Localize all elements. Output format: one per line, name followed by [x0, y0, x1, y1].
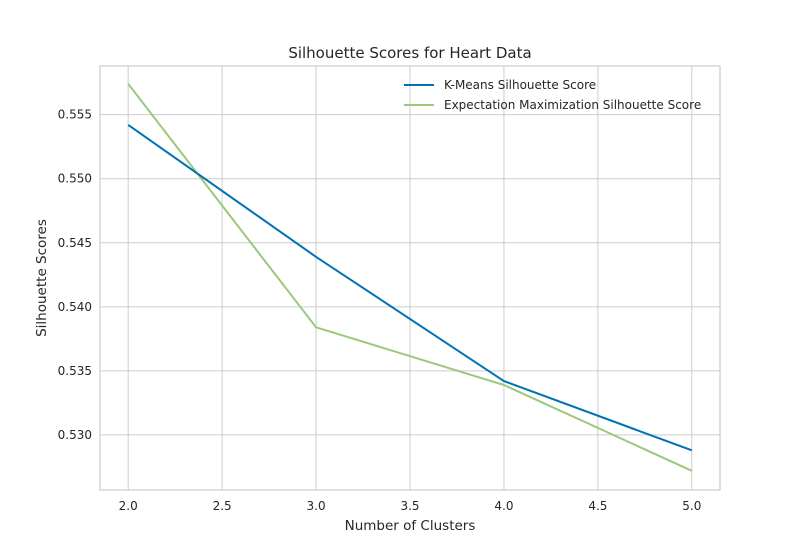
series-lines — [127, 83, 693, 472]
x-tick-label: 3.0 — [307, 499, 326, 513]
x-tick-label: 2.0 — [119, 499, 138, 513]
legend-label-0: K-Means Silhouette Score — [444, 78, 596, 92]
tick-labels: 2.0 2.5 3.0 3.5 4.0 4.5 5.0 0.530 0.535 0.540 0.54… — [58, 108, 702, 513]
chart-title: Silhouette Scores for Heart Data — [288, 44, 531, 62]
y-axis-label: Silhouette Scores — [34, 219, 50, 337]
series-line-1 — [127, 83, 693, 472]
x-tick-label: 5.0 — [682, 499, 701, 513]
y-tick-label: 0.530 — [58, 428, 92, 442]
y-tick-label: 0.550 — [58, 172, 92, 186]
legend-label-1: Expectation Maximization Silhouette Scor… — [444, 98, 701, 112]
y-tick-label: 0.540 — [58, 300, 92, 314]
x-axis-label: Number of Clusters — [345, 518, 476, 534]
plot-frame — [99, 65, 721, 491]
x-tick-label: 3.5 — [400, 499, 419, 513]
x-tick-label: 4.5 — [588, 499, 607, 513]
y-tick-label: 0.535 — [58, 364, 92, 378]
legend: K-Means Silhouette Score Expectation Maxi… — [404, 78, 701, 112]
series-line-0 — [127, 124, 693, 452]
y-tick-label: 0.555 — [58, 108, 92, 122]
x-tick-label: 4.0 — [494, 499, 513, 513]
x-tick-label: 2.5 — [213, 499, 232, 513]
y-tick-label: 0.545 — [58, 236, 92, 250]
